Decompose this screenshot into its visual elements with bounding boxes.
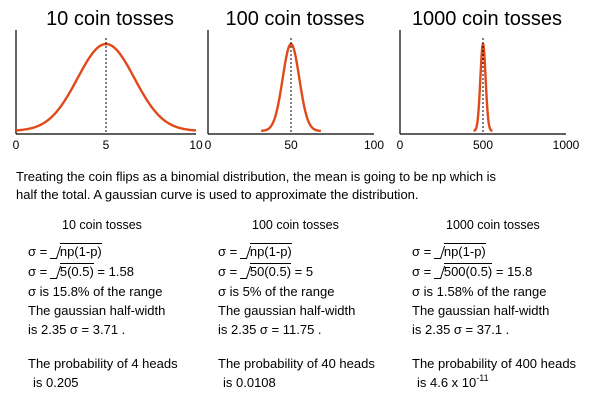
sigma-numeric-formula: σ = 50(0.5) = 5	[218, 262, 313, 281]
x-tick-label: 0	[397, 138, 404, 152]
halfwidth-line-2: is 2.35 σ = 3.71 .	[28, 322, 126, 337]
sigma-prefix: σ =	[28, 264, 51, 279]
range-text: σ is 15.8% of the range	[28, 284, 163, 299]
probability-line-2: is 4.6 x 10-11	[417, 373, 489, 392]
sqrt-radicand: np(1-p)	[59, 243, 102, 259]
probability-value: is 0.205	[33, 375, 79, 390]
sigma-prefix: σ =	[218, 244, 241, 259]
sigma-general-formula: σ = np(1-p)	[412, 242, 486, 261]
probability-line-2: is 0.0108	[223, 373, 276, 392]
probability-line-1: The probability of 4 heads	[28, 356, 178, 371]
x-tick-label: 50	[284, 138, 298, 152]
probability-line-1: The probability of 400 heads	[412, 356, 577, 371]
sigma-prefix: σ =	[412, 244, 435, 259]
x-tick-label: 5	[103, 138, 110, 152]
halfwidth-line-2: is 2.35 σ = 37.1 .	[412, 322, 510, 337]
sqrt-radicand: np(1-p)	[443, 243, 486, 259]
chart-title: 10 coin tosses	[46, 8, 174, 30]
x-tick-label: 10	[189, 138, 203, 152]
column-heading: 10 coin tosses	[62, 218, 142, 232]
sigma-numeric-formula: σ = 5(0.5) = 1.58	[28, 262, 134, 281]
sqrt-symbol: 5(0.5)	[52, 262, 94, 281]
chart-title: 100 coin tosses	[226, 8, 365, 30]
probability-exponent: -11	[476, 373, 489, 383]
sigma-result: = 5	[291, 264, 314, 279]
sqrt-symbol: 50(0.5)	[242, 262, 292, 281]
x-tick-label: 100	[364, 138, 384, 152]
sqrt-radicand: np(1-p)	[249, 243, 292, 259]
probability-line-1: The probability of 40 heads	[218, 356, 375, 371]
x-tick-label: 0	[13, 138, 20, 152]
chart-title: 1000 coin tosses	[412, 8, 562, 30]
x-tick-label: 500	[473, 138, 493, 152]
halfwidth-line-1: The gaussian half-width	[218, 303, 356, 318]
probability-value: is 0.0108	[223, 375, 276, 390]
range-text: σ is 1.58% of the range	[412, 284, 547, 299]
probability-value: is 4.6 x 10	[417, 375, 477, 390]
sigma-numeric-formula: σ = 500(0.5) = 15.8	[412, 262, 532, 281]
sqrt-symbol: np(1-p)	[436, 242, 486, 261]
sigma-prefix: σ =	[412, 264, 435, 279]
column-heading: 100 coin tosses	[252, 218, 339, 232]
sigma-general-formula: σ = np(1-p)	[218, 242, 292, 261]
range-text: σ is 5% of the range	[218, 284, 335, 299]
probability-line-2: is 0.205	[33, 373, 79, 392]
sqrt-radicand: 500(0.5)	[443, 263, 493, 279]
explanation-text: Treating the coin flips as a binomial di…	[16, 168, 586, 204]
sigma-prefix: σ =	[218, 264, 241, 279]
sigma-prefix: σ =	[28, 244, 51, 259]
sqrt-symbol: np(1-p)	[242, 242, 292, 261]
sqrt-symbol: np(1-p)	[52, 242, 102, 261]
distribution-plots: 10 coin tosses 0 5 10 100 coin tosses 0 50 100 1…	[13, 8, 580, 152]
halfwidth-line-1: The gaussian half-width	[28, 303, 166, 318]
x-tick-label: 1000	[553, 138, 580, 152]
explanation-line-1: Treating the coin flips as a binomial di…	[16, 169, 497, 184]
sigma-result: = 15.8	[492, 264, 533, 279]
sqrt-radicand: 50(0.5)	[249, 263, 292, 279]
sqrt-symbol: 500(0.5)	[436, 262, 493, 281]
sqrt-radicand: 5(0.5)	[59, 263, 94, 279]
halfwidth-line-2: is 2.35 σ = 11.75 .	[218, 322, 322, 337]
column-heading: 1000 coin tosses	[446, 218, 540, 232]
sigma-result: = 1.58	[93, 264, 134, 279]
explanation-line-2: half the total. A gaussian curve is used…	[16, 187, 419, 202]
sigma-general-formula: σ = np(1-p)	[28, 242, 102, 261]
x-tick-label: 0	[205, 138, 212, 152]
halfwidth-line-1: The gaussian half-width	[412, 303, 550, 318]
